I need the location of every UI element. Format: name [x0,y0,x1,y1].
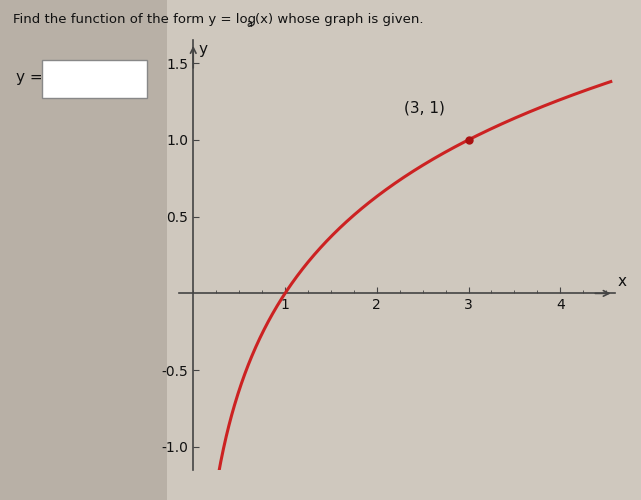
Text: Find the function of the form y = log: Find the function of the form y = log [13,12,256,26]
Text: (x) whose graph is given.: (x) whose graph is given. [255,12,424,26]
Text: y =: y = [16,70,43,85]
Text: x: x [617,274,626,289]
Text: a: a [247,19,253,29]
Text: (3, 1): (3, 1) [404,100,445,115]
Text: y: y [199,42,208,56]
